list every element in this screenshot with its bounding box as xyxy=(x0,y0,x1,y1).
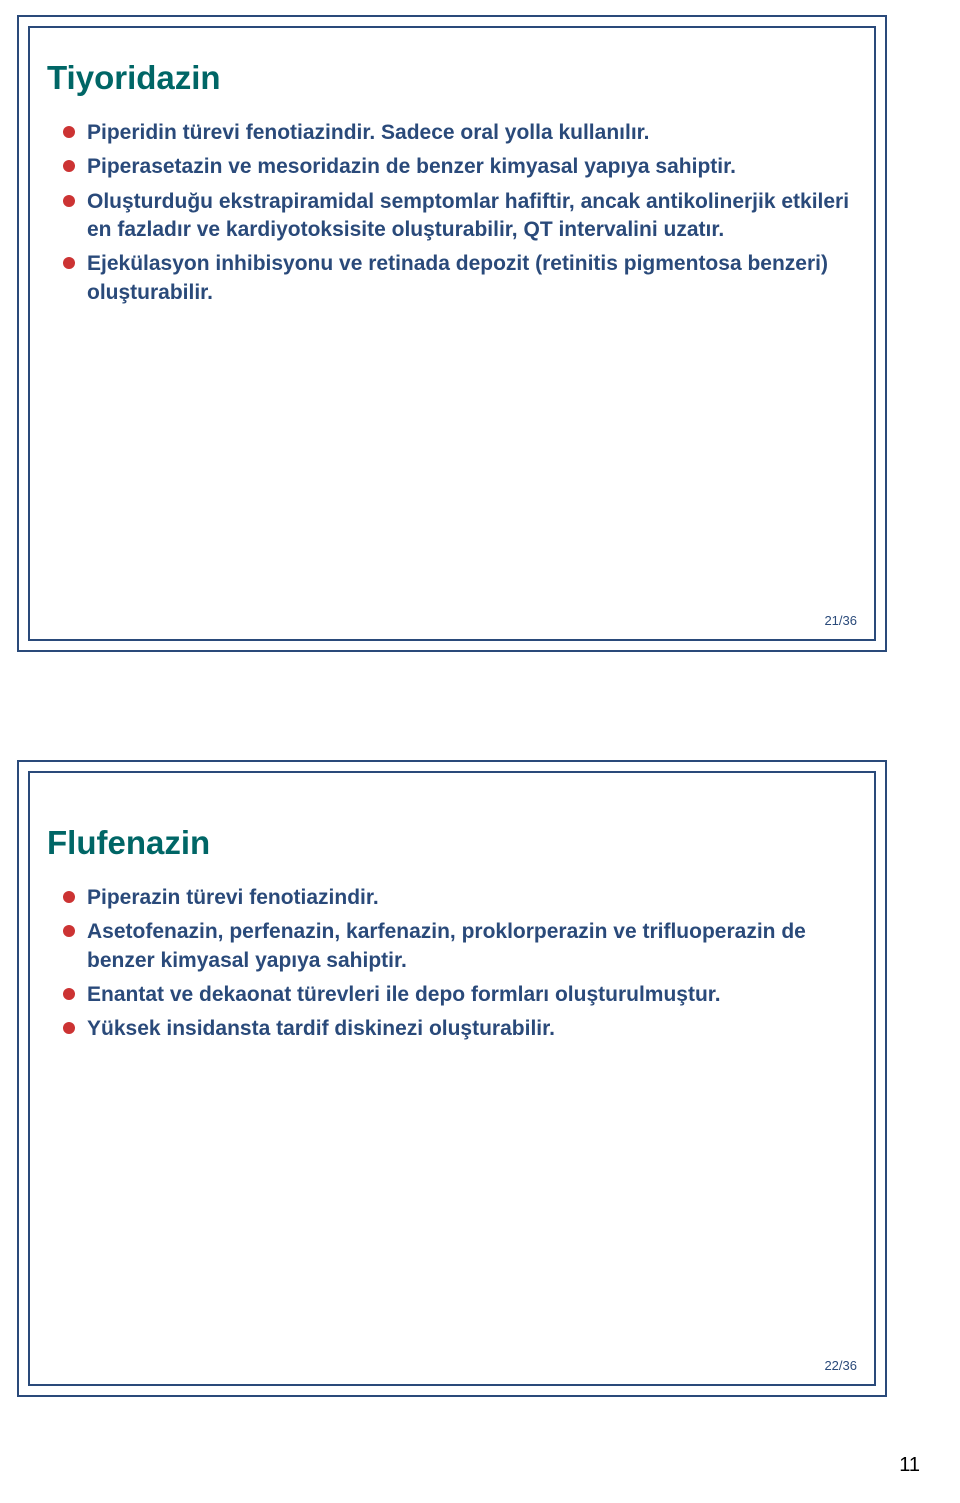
slide-2-title: Flufenazin xyxy=(47,824,210,862)
bullet-item: Ejekülasyon inhibisyonu ve retinada depo… xyxy=(61,250,851,307)
slide-1-number: 21/36 xyxy=(824,613,857,628)
bullet-item: Asetofenazin, perfenazin, karfenazin, pr… xyxy=(61,918,851,975)
slide-1-title: Tiyoridazin xyxy=(47,59,221,97)
page-number: 11 xyxy=(899,1454,920,1477)
bullet-item: Piperidin türevi fenotiazindir. Sadece o… xyxy=(61,119,851,147)
bullet-item: Oluşturduğu ekstrapiramidal semptomlar h… xyxy=(61,188,851,245)
slide-1: Tiyoridazin Piperidin türevi fenotiazind… xyxy=(17,15,887,652)
slide-2-inner-border xyxy=(28,771,876,1386)
slide-1-bullets: Piperidin türevi fenotiazindir. Sadece o… xyxy=(61,119,851,313)
slide-2-bullets: Piperazin türevi fenotiazindir. Asetofena… xyxy=(61,884,851,1050)
bullet-item: Piperasetazin ve mesoridazin de benzer k… xyxy=(61,153,851,181)
slide-2: Flufenazin Piperazin türevi fenotiazindi… xyxy=(17,760,887,1397)
bullet-item: Enantat ve dekaonat türevleri ile depo f… xyxy=(61,981,851,1009)
bullet-item: Yüksek insidansta tardif diskinezi oluşt… xyxy=(61,1015,851,1043)
slide-2-number: 22/36 xyxy=(824,1358,857,1373)
bullet-item: Piperazin türevi fenotiazindir. xyxy=(61,884,851,912)
